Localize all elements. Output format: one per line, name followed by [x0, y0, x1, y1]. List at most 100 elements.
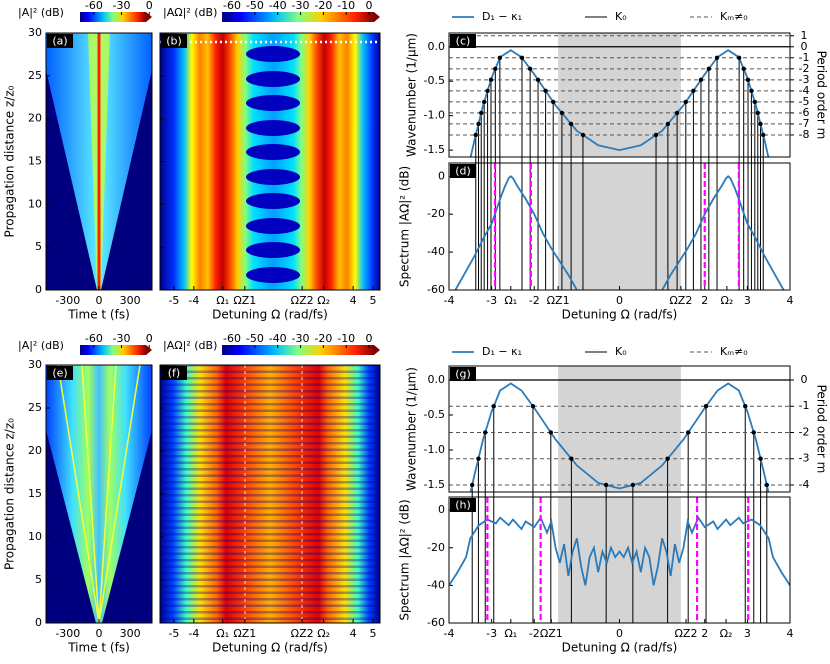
colorbar-tick-label: -30	[292, 0, 310, 12]
mode-dot	[519, 55, 525, 60]
shaded-region	[558, 163, 681, 290]
x-tick-label: 0	[616, 294, 623, 307]
panel-label-box	[450, 498, 476, 512]
colorbar-tick-label: 0	[146, 0, 153, 12]
panel-label: (a)	[52, 35, 67, 48]
heatmap-a-center	[97, 33, 101, 290]
mode-dot	[755, 110, 760, 116]
mode-dot	[493, 66, 498, 72]
x-tick-label: 0	[96, 294, 103, 307]
legend-label: K₀	[615, 10, 627, 23]
y2-axis-label: Period order m	[815, 385, 829, 474]
y2-tick-label: -8	[799, 128, 810, 141]
y-tick-label: -1.5	[424, 143, 445, 156]
plot-frame	[159, 32, 381, 291]
x-tick-label: 4	[350, 294, 357, 307]
x-tick-label: 4	[787, 627, 794, 640]
x-tick-label: 0	[616, 627, 623, 640]
y-tick-label: 15	[28, 487, 42, 500]
y-tick-label: 10	[28, 530, 42, 543]
y-tick-label: 20	[28, 112, 42, 125]
x-tick-label: ΩZ2	[291, 627, 314, 640]
mode-dot	[653, 132, 659, 138]
x-tick-label: -3	[486, 294, 497, 307]
x-tick-label: Ω₂	[317, 294, 330, 307]
heatmap-images	[46, 33, 380, 624]
colorbar	[222, 345, 374, 355]
panel-label-box	[47, 34, 73, 48]
colorbar-arrow	[146, 345, 152, 355]
y-axis-label: Propagation distance z/z₀	[3, 418, 17, 570]
panel-label-box	[450, 164, 476, 178]
x-axis-label: Detuning Ω (rad/fs)	[212, 308, 328, 322]
colorbar-tick-label: -30	[292, 332, 310, 345]
x-tick-label: Ω₂	[720, 627, 733, 640]
mode-dot	[743, 404, 748, 409]
legend-label: Kₘ≠₀	[720, 345, 748, 358]
x-tick-label: 2	[701, 627, 708, 640]
colorbar-tick-label: 0	[366, 0, 373, 12]
y2-tick-label: -6	[799, 106, 810, 119]
mode-dot	[548, 430, 554, 435]
y-tick-label: 10	[28, 197, 42, 210]
legend-label: D₁ − κ₁	[482, 10, 522, 23]
mode-dot	[691, 88, 696, 94]
y-tick-label: 0	[438, 503, 445, 516]
mode-dot	[470, 482, 475, 488]
y-tick-label: -0.5	[424, 74, 445, 87]
y-tick-label: 25	[28, 69, 42, 82]
x-tick-label: 3	[744, 294, 751, 307]
colorbar-label: |A|² (dB)	[18, 339, 64, 352]
y-axis-label: Wavenumber (1/μm)	[405, 367, 419, 491]
x-tick-label: -4	[188, 627, 199, 640]
x-tick-label: ΩZ1	[233, 627, 256, 640]
x-tick-label: -3	[486, 627, 497, 640]
y-tick-label: 0	[35, 283, 42, 296]
heatmap-e-fan	[46, 365, 152, 623]
y-axis-label: Spectrum |AΩ|² (dB)	[398, 499, 412, 620]
x-axis-label: Time t (fs)	[67, 308, 130, 322]
heatmap-f-lines	[244, 365, 303, 623]
x-axis-label: Detuning Ω (rad/fs)	[562, 308, 678, 322]
mode-dot	[665, 121, 671, 127]
shades	[558, 33, 681, 623]
x-tick-label: 2	[701, 294, 708, 307]
y-tick-label: -0.5	[424, 408, 445, 421]
x-tick-label: -4	[444, 627, 455, 640]
y-tick-label: -20	[427, 207, 445, 220]
y-axis-label: Wavenumber (1/μm)	[405, 33, 419, 157]
colorbar-tick-label: -30	[113, 332, 131, 345]
y2-tick-label: -4	[799, 478, 810, 491]
x-axis-label: Detuning Ω (rad/fs)	[562, 641, 678, 655]
mode-dot	[683, 99, 689, 105]
colorbar-tick-label: -60	[85, 332, 103, 345]
x-tick-label: -4	[444, 294, 455, 307]
colorbar-tick-label: -50	[246, 332, 264, 345]
plot-frame	[159, 364, 381, 624]
data-line	[449, 515, 790, 586]
mode-dot	[764, 482, 769, 488]
panel-label: (g)	[455, 368, 471, 381]
mode-dot	[535, 77, 541, 83]
mode-dot	[569, 456, 574, 461]
x-tick-label: -2	[529, 627, 540, 640]
x-tick-label: ΩZ2	[291, 294, 314, 307]
y2-tick-label: 1	[801, 29, 808, 42]
x-tick-label: ΩZ1	[233, 294, 256, 307]
x-axis-label: Detuning Ω (rad/fs)	[212, 641, 328, 655]
x-tick-label: 300	[120, 294, 141, 307]
panel-label: (h)	[455, 499, 471, 512]
mode-dot	[476, 121, 481, 127]
y2-tick-label: -7	[799, 117, 810, 130]
colorbar-arrow	[374, 345, 380, 355]
mode-dot	[580, 132, 586, 138]
panel-label-box	[47, 366, 73, 380]
y-tick-label: 5	[35, 573, 42, 586]
mode-dot	[749, 88, 754, 94]
x-tick-label: ΩZ2	[669, 294, 692, 307]
mode-dot	[674, 110, 680, 116]
mode-dot	[527, 66, 533, 72]
mode-dot	[758, 456, 763, 461]
x-tick-label: Ω₁	[216, 627, 229, 640]
